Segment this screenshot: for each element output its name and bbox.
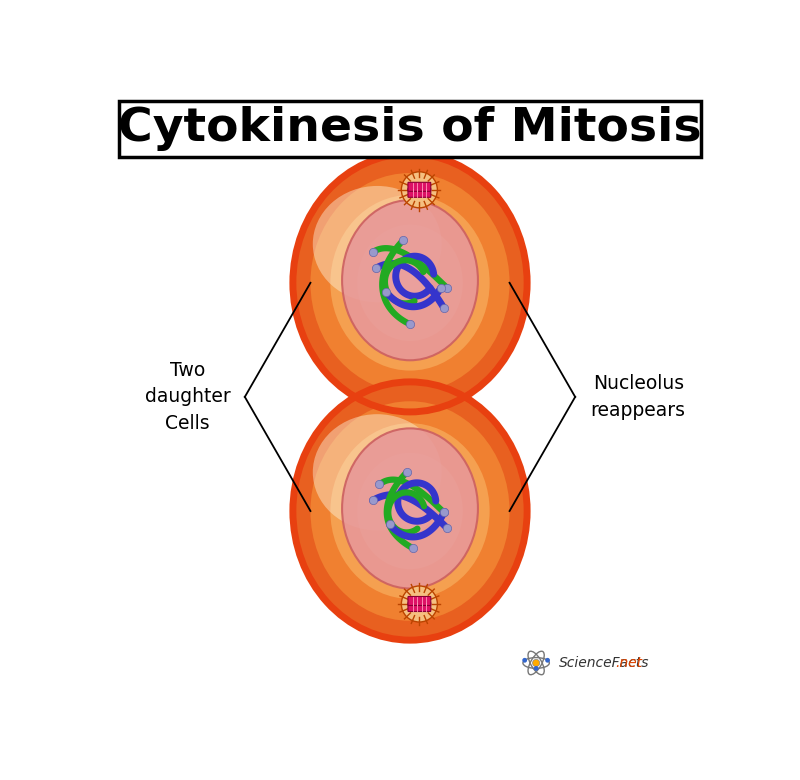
- Ellipse shape: [330, 424, 490, 599]
- Ellipse shape: [358, 225, 462, 341]
- Ellipse shape: [310, 173, 510, 392]
- Text: .net: .net: [615, 656, 642, 670]
- Text: Nucleolus
reappears: Nucleolus reappears: [590, 374, 686, 420]
- Circle shape: [402, 586, 438, 622]
- Ellipse shape: [330, 195, 490, 370]
- Text: Two
daughter
Cells: Two daughter Cells: [145, 361, 230, 433]
- Circle shape: [545, 658, 550, 663]
- Ellipse shape: [342, 428, 478, 588]
- Ellipse shape: [313, 414, 442, 530]
- FancyBboxPatch shape: [408, 183, 430, 191]
- Ellipse shape: [293, 154, 527, 412]
- FancyBboxPatch shape: [408, 602, 430, 612]
- Ellipse shape: [389, 488, 431, 534]
- FancyBboxPatch shape: [118, 101, 702, 157]
- Ellipse shape: [293, 382, 527, 640]
- Ellipse shape: [342, 200, 478, 360]
- Circle shape: [402, 172, 438, 207]
- Circle shape: [522, 658, 527, 663]
- Ellipse shape: [389, 260, 431, 306]
- Ellipse shape: [358, 453, 462, 569]
- Circle shape: [534, 666, 538, 671]
- Ellipse shape: [313, 186, 442, 302]
- Text: ScienceFacts: ScienceFacts: [559, 656, 650, 670]
- Ellipse shape: [310, 401, 510, 621]
- Circle shape: [533, 659, 540, 667]
- Text: Cytokinesis of Mitosis: Cytokinesis of Mitosis: [118, 106, 702, 151]
- FancyBboxPatch shape: [408, 597, 430, 605]
- FancyBboxPatch shape: [408, 188, 430, 197]
